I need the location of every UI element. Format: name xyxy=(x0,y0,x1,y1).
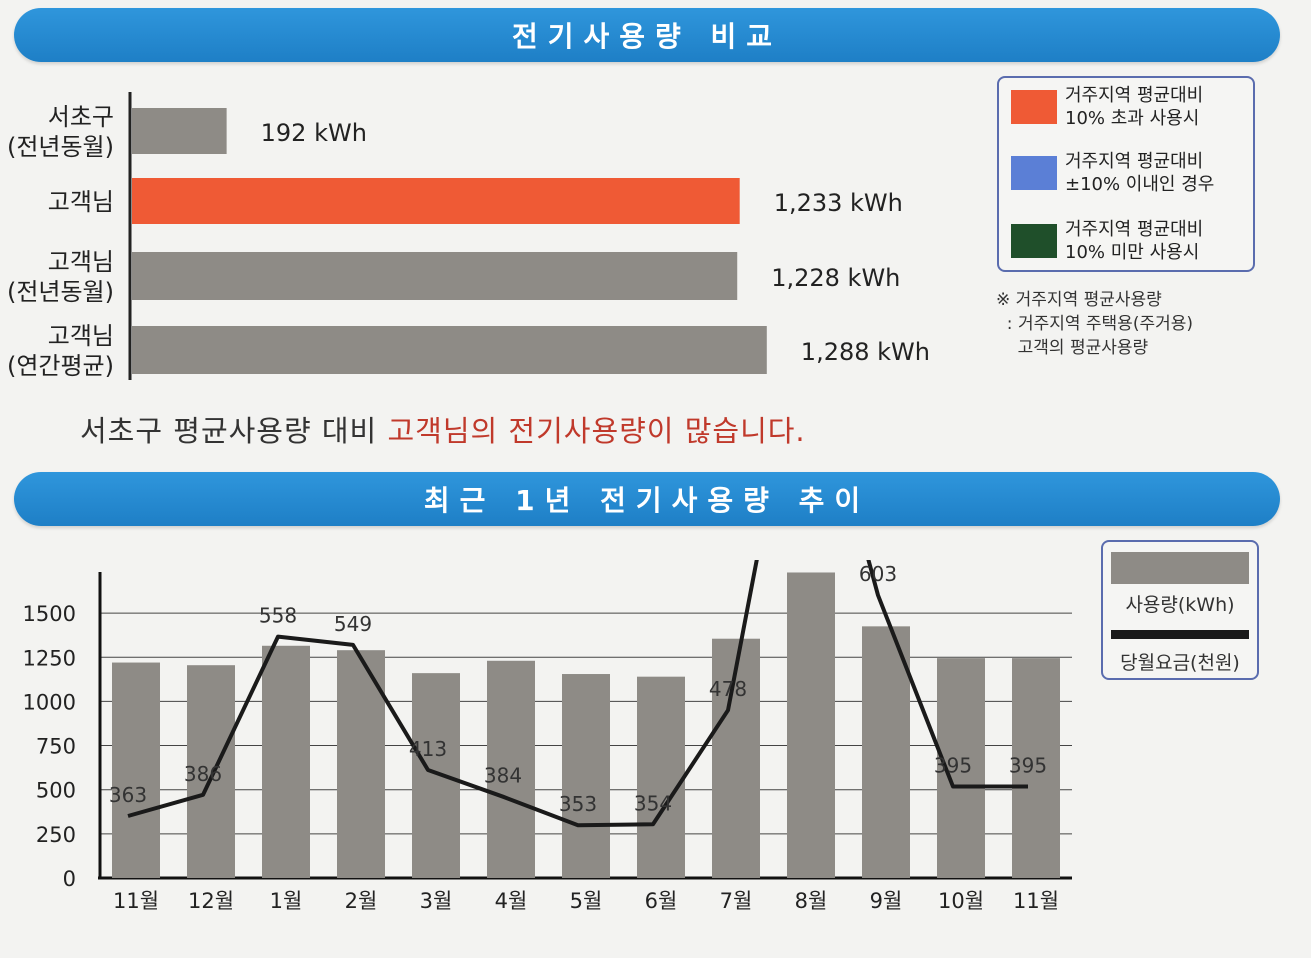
x-tick-label: 7월 xyxy=(720,889,753,913)
x-tick-label: 11월 xyxy=(113,889,159,913)
y-tick-label: 250 xyxy=(36,823,76,847)
legend-swatch-charge xyxy=(1111,630,1249,639)
comparison-legend: 거주지역 평균대비 10% 초과 사용시 거주지역 평균대비 ±10% 이내인 … xyxy=(997,76,1255,272)
x-tick-label: 8월 xyxy=(795,889,828,913)
usage-bar xyxy=(112,662,160,878)
legend-label-usage: 사용량(kWh) xyxy=(1125,594,1235,616)
usage-bar xyxy=(262,645,310,878)
legend-label-charge: 당월요금(천원) xyxy=(1120,652,1240,674)
charge-data-label: 384 xyxy=(484,764,522,788)
legend-text-under: 거주지역 평균대비 10% 미만 사용시 xyxy=(1065,219,1204,263)
comparison-bar xyxy=(132,108,227,154)
usage-bar xyxy=(187,665,235,878)
summary-highlight: 고객님의 전기사용량이 많습니다. xyxy=(387,414,806,448)
usage-bar xyxy=(487,660,535,878)
charge-data-label: 413 xyxy=(409,737,447,761)
legend-swatch-within xyxy=(1011,156,1057,190)
y-tick-label: 1000 xyxy=(23,690,76,714)
comparison-value-label: 1,233 kWh xyxy=(774,189,903,217)
y-tick-label: 750 xyxy=(36,735,76,759)
charge-data-label: 395 xyxy=(934,754,972,778)
legend-item-within: 거주지역 평균대비 ±10% 이내인 경우 xyxy=(1011,150,1251,196)
y-tick-label: 1500 xyxy=(23,602,76,626)
comparison-category-label: 고객님 xyxy=(48,322,114,350)
x-tick-label: 3월 xyxy=(420,889,453,913)
comparison-value-label: 1,228 kWh xyxy=(771,264,900,292)
charge-line xyxy=(127,560,1028,828)
x-tick-label: 11월 xyxy=(1013,889,1059,913)
summary-prefix: 서초구 평균사용량 대비 xyxy=(80,414,388,448)
charge-data-label: 395 xyxy=(1009,754,1047,778)
comparison-bar xyxy=(132,326,767,374)
y-tick-label: 1250 xyxy=(23,646,76,670)
x-tick-label: 10월 xyxy=(938,889,984,913)
comparison-value-label: 192 kWh xyxy=(261,119,367,147)
charge-data-label: 386 xyxy=(184,762,222,786)
comparison-bar xyxy=(132,252,738,300)
y-tick-label: 0 xyxy=(63,867,76,891)
charge-data-label: 558 xyxy=(259,604,297,628)
x-tick-label: 6월 xyxy=(645,889,678,913)
charge-data-label: 363 xyxy=(109,783,147,807)
comparison-category-label: 고객님 xyxy=(48,188,114,216)
legend-item-over: 거주지역 평균대비 10% 초과 사용시 xyxy=(1011,84,1251,130)
footnote: ※ 거주지역 평균사용량 : 거주지역 주택용(주거용) 고객의 평균사용량 xyxy=(996,290,1194,358)
usage-bar xyxy=(637,676,685,878)
usage-bar xyxy=(412,673,460,878)
charge-data-label: 478 xyxy=(709,677,747,701)
comparison-category-label: (전년동월) xyxy=(7,133,114,161)
legend-item-under: 거주지역 평균대비 10% 미만 사용시 xyxy=(1011,218,1251,264)
legend-swatch-under xyxy=(1011,224,1057,258)
y-tick-label: 500 xyxy=(36,779,76,803)
comparison-category-label: 고객님 xyxy=(48,248,114,276)
usage-bar xyxy=(787,572,835,878)
summary-text: 서초구 평균사용량 대비 고객님의 전기사용량이 많습니다. xyxy=(80,408,806,450)
charge-data-label: 603 xyxy=(859,562,897,586)
charge-data-label: 354 xyxy=(634,791,672,815)
charge-data-label: 353 xyxy=(559,792,597,816)
comparison-category-label: (연간평균) xyxy=(7,352,114,380)
comparison-category-label: 서초구 xyxy=(48,103,114,131)
comparison-value-label: 1,288 kWh xyxy=(801,338,930,366)
section-title-comparison: 전기사용량 비교 xyxy=(14,8,1280,62)
legend-text-over: 거주지역 평균대비 10% 초과 사용시 xyxy=(1065,85,1204,129)
x-tick-label: 5월 xyxy=(570,889,603,913)
x-tick-label: 12월 xyxy=(188,889,234,913)
x-tick-label: 4월 xyxy=(495,889,528,913)
usage-bar xyxy=(1012,658,1060,878)
x-tick-label: 1월 xyxy=(270,889,303,913)
x-tick-label: 2월 xyxy=(345,889,378,913)
usage-bar xyxy=(862,626,910,878)
charge-data-label: 549 xyxy=(334,612,372,636)
trend-chart: 0 250 500 750 1000 1250 1500 11월 12월 1월 2월 3월 4월 5월 6월… xyxy=(23,560,1072,913)
comparison-bar xyxy=(132,178,740,224)
usage-bar xyxy=(562,674,610,878)
legend-text-within: 거주지역 평균대비 ±10% 이내인 경우 xyxy=(1065,151,1215,195)
section-title-trend: 최근 1년 전기사용량 추이 xyxy=(14,472,1280,526)
trend-legend: 사용량(kWh) 당월요금(천원) xyxy=(1101,540,1259,680)
legend-swatch-usage xyxy=(1111,552,1249,584)
legend-swatch-over xyxy=(1011,90,1057,124)
x-tick-label: 9월 xyxy=(870,889,903,913)
comparison-category-label: (전년동월) xyxy=(7,278,114,306)
